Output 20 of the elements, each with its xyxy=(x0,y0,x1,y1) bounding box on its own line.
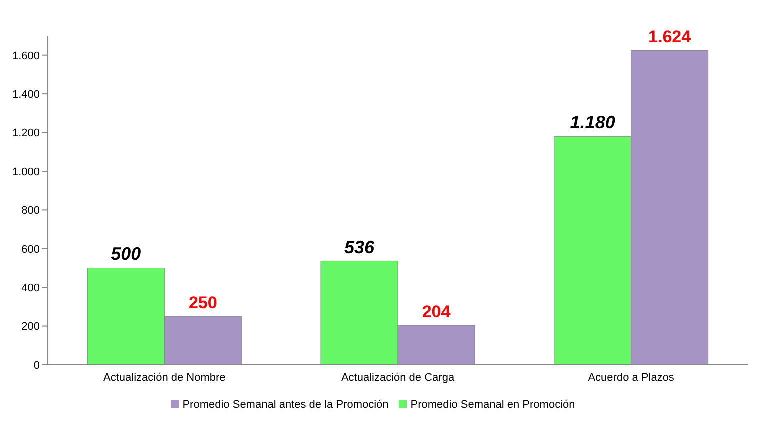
data-label: 1.180 xyxy=(570,112,616,133)
legend-label: Promedio Semanal en Promoción xyxy=(410,399,576,411)
data-label: 536 xyxy=(344,237,376,258)
x-tick-label: Actualización de Nombre xyxy=(104,372,226,384)
y-tick-label: 0 xyxy=(34,360,40,372)
data-label: 1.624 xyxy=(648,28,692,47)
y-tick-label: 1.400 xyxy=(12,88,40,101)
data-label: 500 xyxy=(111,244,142,264)
data-label: 250 xyxy=(188,294,218,313)
y-tick-label: 1.600 xyxy=(12,50,40,62)
x-tick-label: Acuerdo a Plazos xyxy=(588,372,675,384)
y-tick-label: 400 xyxy=(22,282,40,294)
y-tick-label: 800 xyxy=(22,205,40,218)
y-tick-label: 1.000 xyxy=(12,166,40,178)
y-tick-label: 1.200 xyxy=(12,128,40,140)
y-tick-label: 200 xyxy=(22,321,40,334)
y-tick-label: 600 xyxy=(22,244,40,256)
data-label: 204 xyxy=(422,302,452,322)
legend-label: Promedio Semanal antes de la Promoción xyxy=(182,399,389,411)
x-tick-label: Actualización de Carga xyxy=(341,372,456,384)
